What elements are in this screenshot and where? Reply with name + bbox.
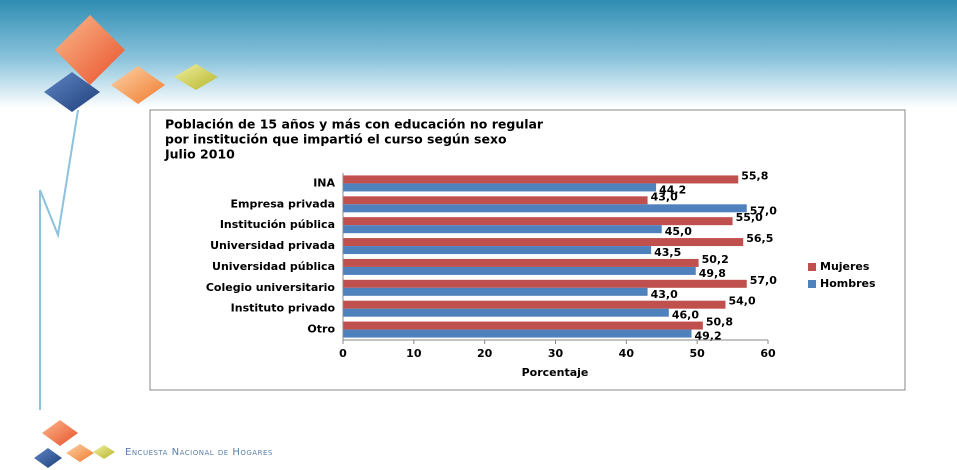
value-label: 43,0	[651, 190, 678, 203]
y-tick-label: Otro	[307, 323, 335, 336]
x-tick-label: 10	[406, 347, 422, 360]
bar	[343, 175, 739, 184]
y-tick-label: Instituto privado	[231, 302, 336, 315]
value-label: 46,0	[672, 309, 699, 322]
value-label: 56,5	[746, 232, 773, 245]
decor-line	[39, 109, 79, 410]
x-tick-label: 20	[477, 347, 493, 360]
bar	[343, 329, 692, 338]
value-label: 50,8	[706, 316, 733, 329]
bar	[343, 279, 747, 288]
chart-title: Julio 2010	[164, 147, 235, 162]
x-tick-label: 30	[548, 347, 564, 360]
value-label: 45,0	[665, 225, 692, 238]
bar	[343, 183, 657, 192]
value-label: 43,5	[654, 246, 681, 259]
legend-swatch	[808, 263, 816, 271]
y-tick-label: Universidad privada	[210, 239, 335, 252]
value-label: 43,0	[651, 288, 678, 301]
x-tick-label: 60	[760, 347, 776, 360]
chart-title: Población de 15 años y más con educación…	[165, 117, 544, 132]
value-label: 57,0	[750, 204, 777, 217]
y-tick-label: Institución pública	[220, 218, 335, 231]
bar	[343, 246, 652, 255]
x-tick-label: 50	[690, 347, 706, 360]
bar	[343, 321, 703, 330]
value-label: 50,2	[702, 253, 729, 266]
x-axis-label: Porcentaje	[522, 366, 589, 379]
bar	[343, 258, 699, 267]
bar	[343, 238, 744, 247]
y-tick-label: Empresa privada	[231, 197, 336, 210]
chart-title: por institución que impartió el curso se…	[165, 132, 507, 147]
x-tick-label: 0	[339, 347, 347, 360]
bar	[343, 204, 747, 213]
value-label: 55,0	[736, 211, 763, 224]
footer-logo	[34, 420, 115, 468]
bar	[343, 196, 648, 205]
value-label: 57,0	[750, 274, 777, 287]
legend-swatch	[808, 280, 816, 288]
bar	[343, 308, 669, 317]
legend-label: Hombres	[820, 277, 876, 290]
bar	[343, 225, 662, 234]
logo-diamonds	[44, 15, 218, 112]
bar	[343, 300, 726, 309]
value-label: 54,0	[729, 295, 756, 308]
header-band	[0, 0, 957, 108]
value-label: 49,2	[695, 330, 722, 343]
value-label: 55,8	[741, 169, 768, 182]
legend-label: Mujeres	[820, 260, 870, 273]
bar	[343, 217, 733, 226]
y-tick-label: INA	[313, 176, 335, 189]
x-tick-label: 40	[619, 347, 635, 360]
y-tick-label: Colegio universitario	[206, 281, 336, 294]
bar	[343, 287, 648, 296]
y-tick-label: Universidad pública	[212, 260, 335, 273]
value-label: 49,8	[699, 267, 726, 280]
footer-text: Encuesta Nacional de Hogares	[125, 447, 273, 458]
bar	[343, 266, 696, 275]
value-label: 44,2	[659, 183, 686, 196]
